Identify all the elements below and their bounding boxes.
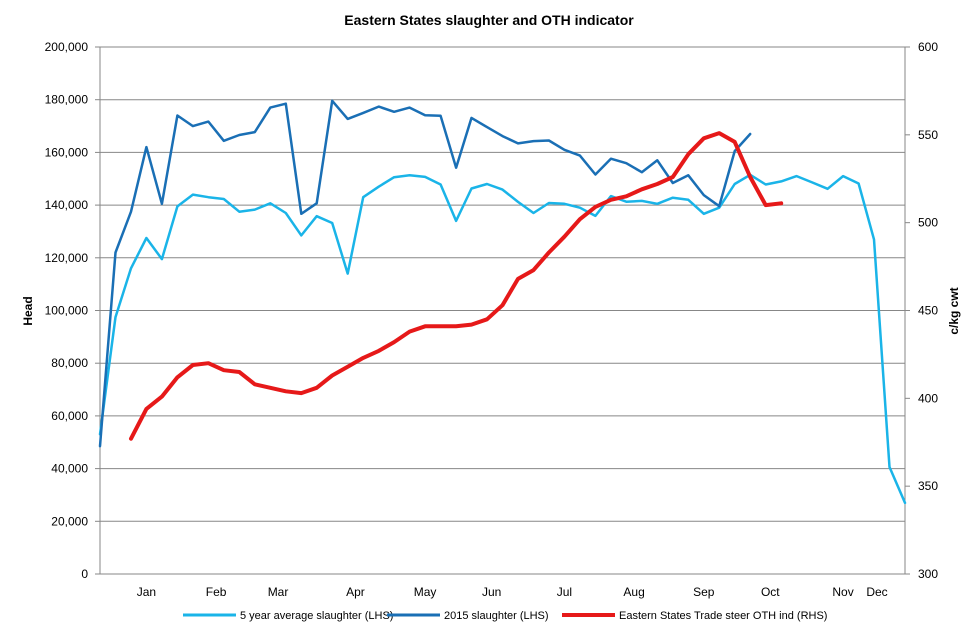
x-tick-label: Sep (693, 585, 715, 599)
legend: 5 year average slaughter (LHS) 2015 slaug… (183, 610, 827, 622)
x-tick-label: Jul (557, 585, 572, 599)
legend-label-2: 2015 slaughter (LHS) (444, 610, 549, 622)
x-tick-label: Aug (623, 585, 644, 599)
y-axis-left-label: Head (21, 296, 35, 325)
axes (95, 46, 910, 575)
y-tick-right-label: 550 (918, 128, 938, 142)
y-axis-right-label: c/kg cwt (947, 287, 961, 334)
y-tick-left-label: 120,000 (45, 251, 89, 265)
y-tick-right-label: 300 (918, 567, 938, 581)
x-tick-label: Nov (832, 585, 853, 599)
x-tick-label: Apr (346, 585, 365, 599)
y-tick-left-label: 0 (81, 567, 88, 581)
y-tick-left-label: 20,000 (51, 514, 88, 528)
y-tick-left-label: 200,000 (45, 40, 89, 54)
tick-labels: 0 20,000 40,000 60,000 80,000 100,000 120,000 1… (45, 40, 939, 599)
series-line-2 (98, 99, 752, 448)
series-line-1 (98, 173, 907, 505)
y-tick-right-label: 400 (918, 391, 938, 405)
y-tick-right-label: 500 (918, 216, 938, 230)
y-tick-left-label: 40,000 (51, 462, 88, 476)
y-tick-left-label: 60,000 (51, 409, 88, 423)
x-tick-label: Jan (137, 585, 156, 599)
y-tick-right-label: 450 (918, 304, 938, 318)
y-tick-left-label: 160,000 (45, 145, 89, 159)
legend-label-3: Eastern States Trade steer OTH ind (RHS) (619, 610, 827, 622)
x-tick-label: May (414, 585, 437, 599)
y-tick-left-label: 80,000 (51, 356, 88, 370)
y-tick-left-label: 100,000 (45, 304, 89, 318)
gridlines (100, 46, 905, 522)
legend-label-1: 5 year average slaughter (LHS) (240, 610, 393, 622)
x-tick-label: Dec (866, 585, 887, 599)
x-tick-label: Jun (482, 585, 501, 599)
y-tick-left-label: 140,000 (45, 198, 89, 212)
series-line-3 (129, 131, 784, 441)
y-tick-right-label: 600 (918, 40, 938, 54)
y-tick-right-label: 350 (918, 479, 938, 493)
x-tick-label: Mar (268, 585, 289, 599)
series-lines (98, 99, 907, 505)
chart-title: Eastern States slaughter and OTH indicat… (344, 12, 634, 28)
y-tick-left-label: 180,000 (45, 93, 89, 107)
x-tick-label: Feb (206, 585, 227, 599)
x-tick-label: Oct (761, 585, 780, 599)
